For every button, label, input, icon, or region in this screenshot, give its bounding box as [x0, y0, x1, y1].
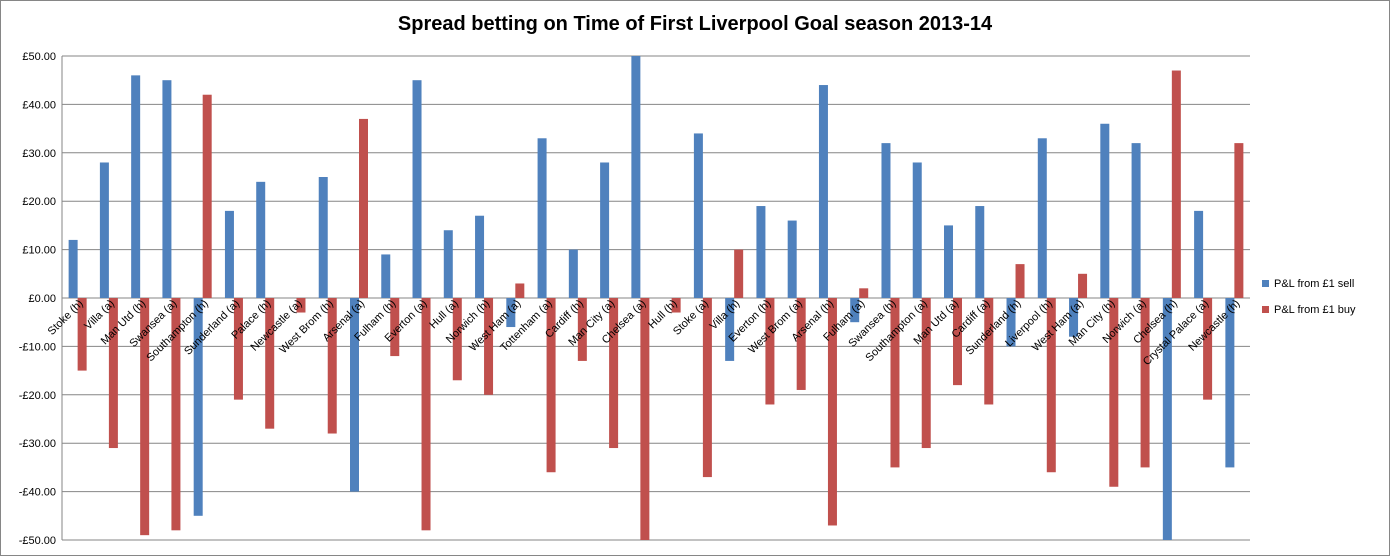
bar: [1162, 298, 1172, 540]
chart-title: Spread betting on Time of First Liverpoo…: [398, 13, 993, 35]
bar: [975, 206, 985, 298]
bar: [1234, 143, 1244, 298]
bar: [1140, 298, 1150, 468]
bar: [568, 249, 578, 298]
y-tick-label: -£40.00: [19, 487, 56, 499]
legend-label: P&L from £1 sell: [1274, 278, 1354, 290]
bar: [787, 220, 797, 298]
bar: [1100, 123, 1110, 298]
bar: [859, 288, 869, 298]
bar: [140, 298, 150, 536]
bar: [890, 298, 900, 468]
bar: [1006, 298, 1016, 347]
bar: [953, 298, 962, 386]
bar: [506, 298, 516, 328]
bar: [193, 298, 203, 516]
bar: [912, 162, 922, 298]
bar: [577, 298, 587, 361]
bar: [921, 298, 931, 449]
bar: [318, 177, 328, 298]
bar: [108, 298, 118, 449]
bar: [359, 118, 368, 298]
bar: [756, 206, 766, 298]
bar: [421, 298, 431, 531]
y-tick-label: £40.00: [22, 99, 56, 111]
legend-swatch: [1262, 280, 1269, 287]
bar: [1109, 298, 1119, 487]
bar: [452, 298, 462, 381]
bar: [537, 138, 547, 298]
bar: [412, 80, 422, 298]
bar: [327, 298, 337, 434]
y-tick-label: £20.00: [22, 196, 56, 208]
y-tick-label: -£30.00: [19, 438, 56, 450]
y-tick-label: £50.00: [22, 51, 56, 63]
bar: [1037, 138, 1047, 298]
bar: [171, 298, 181, 531]
bar: [256, 181, 266, 298]
bar: [1225, 298, 1235, 468]
bar: [515, 283, 525, 298]
y-tick-label: £10.00: [22, 245, 56, 257]
bar: [202, 94, 212, 298]
bar: [734, 249, 744, 298]
bar: [296, 298, 306, 313]
bar: [1015, 264, 1025, 298]
bar: [546, 298, 556, 473]
bar: [484, 298, 494, 395]
y-tick-label: -£20.00: [19, 390, 56, 402]
bar: [765, 298, 775, 405]
bar: [1069, 298, 1079, 337]
bar: [350, 298, 359, 492]
bar: [827, 298, 837, 526]
y-tick-label: -£10.00: [19, 341, 56, 353]
bar: [850, 298, 860, 323]
bar: [77, 298, 87, 371]
bar: [390, 298, 400, 357]
bar: [600, 162, 610, 298]
bar: [984, 298, 994, 405]
bar: [1194, 210, 1204, 298]
bar: [233, 298, 243, 400]
bar: [475, 215, 485, 298]
y-tick-label: £30.00: [22, 148, 56, 160]
bar: [443, 230, 453, 298]
legend-label: P&L from £1 buy: [1274, 304, 1356, 316]
legend-swatch: [1262, 306, 1269, 313]
bar: [224, 210, 234, 298]
y-tick-label: -£50.00: [19, 535, 56, 547]
bar: [725, 298, 735, 361]
bar: [944, 225, 953, 298]
bar: [131, 75, 141, 298]
bar: [631, 56, 641, 298]
bar: [1171, 70, 1181, 299]
bar: [1203, 298, 1213, 400]
bar: [693, 133, 703, 298]
bar: [671, 298, 681, 313]
bar: [818, 85, 828, 298]
bar: [1078, 273, 1088, 298]
bar: [1046, 298, 1056, 473]
bar: [640, 298, 650, 540]
bar: [68, 239, 78, 298]
bar: [796, 298, 806, 390]
bar: [99, 162, 109, 298]
bar: [881, 143, 891, 298]
bar: [609, 298, 619, 449]
bar: [162, 80, 172, 298]
bar: [265, 298, 275, 429]
bar: [381, 254, 391, 298]
y-tick-label: £0.00: [28, 293, 56, 305]
bar: [702, 298, 712, 478]
bar: [1131, 143, 1141, 298]
